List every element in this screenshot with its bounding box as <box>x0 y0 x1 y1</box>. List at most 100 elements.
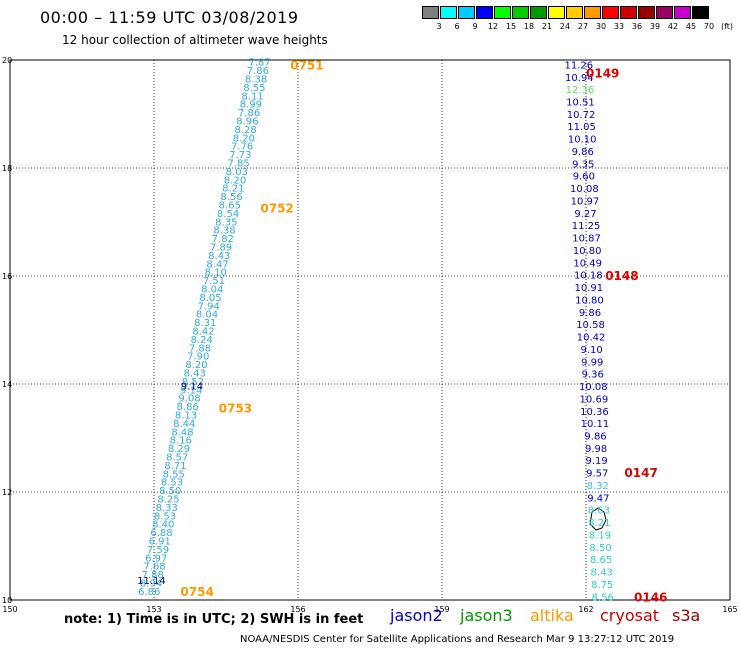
wave-height-label: 9.98 <box>585 444 607 455</box>
wave-height-label: 8.33 <box>156 503 178 514</box>
y-tick-label: 18 <box>2 164 12 173</box>
wave-height-label: 10.10 <box>568 135 597 146</box>
wave-height-label: 8.65 <box>219 201 241 212</box>
wave-height-label: 10.08 <box>570 184 599 195</box>
wave-height-label: 8.31 <box>194 318 216 329</box>
wave-height-label: 11.05 <box>567 122 596 133</box>
wave-height-label: 8.43 <box>208 251 230 262</box>
orbit-label-altika: 0751 <box>290 58 323 72</box>
legend-label: 18 <box>523 22 535 31</box>
x-tick-label: 162 <box>578 605 593 614</box>
page-subtitle: 12 hour collection of altimeter wave hei… <box>62 33 328 47</box>
wave-height-label: 8.11 <box>241 91 263 102</box>
legend-label: 21 <box>541 22 553 31</box>
wave-height-label: 12.36 <box>566 85 595 96</box>
wave-height-label: 8.19 <box>589 530 611 541</box>
wave-height-label: 8.57 <box>166 453 188 464</box>
wave-height-label: 8.43 <box>184 369 206 380</box>
wave-height-label: 8.20 <box>224 175 246 186</box>
wave-height-label: 8.10 <box>205 268 227 279</box>
wave-height-label: 10.58 <box>576 320 605 331</box>
wave-height-label: 9.14 <box>181 382 203 393</box>
legend-swatch <box>548 6 565 19</box>
y-tick-label: 20 <box>2 56 12 65</box>
wave-height-label: 7.86 <box>238 108 260 119</box>
legend-label: 70 <box>703 22 715 31</box>
wave-height-label: 7.51 <box>203 276 225 287</box>
wave-height-label: 9.35 <box>572 159 594 170</box>
axis-ticks: 150 153 156 159 162 165 10 12 14 16 18 20 <box>2 56 738 614</box>
y-tick-label: 14 <box>2 380 12 389</box>
legend-swatch <box>440 6 457 19</box>
orbit-label-cryosat: 0146 <box>634 590 667 604</box>
wave-height-label: 10.69 <box>580 394 609 405</box>
wave-height-label: 11.14 <box>137 576 166 587</box>
wave-height-label: 6.91 <box>149 537 171 548</box>
legend-altika: altika <box>530 606 574 625</box>
orbit-label-cryosat: 0148 <box>605 269 638 283</box>
legend-label: 24 <box>559 22 571 31</box>
legend-label: 39 <box>649 22 661 31</box>
legend-cryosat: cryosat <box>600 606 660 625</box>
units-note: note: 1) Time is in UTC; 2) SWH is in fe… <box>64 612 364 627</box>
wave-height-label: 9.27 <box>574 209 596 220</box>
wave-height-label: 9.99 <box>581 357 603 368</box>
wave-height-label: 9.36 <box>582 370 604 381</box>
wave-height-label: 8.55 <box>243 83 265 94</box>
wave-height-label: 7.82 <box>212 234 234 245</box>
wave-height-label: 10.51 <box>566 98 595 109</box>
y-tick-label: 16 <box>2 272 12 281</box>
wave-height-label: 8.24 <box>191 335 213 346</box>
wave-height-label: 10.11 <box>581 419 610 430</box>
wave-height-label: 8.53 <box>154 511 176 522</box>
wave-height-label: 8.86 <box>177 402 199 413</box>
legend-swatch <box>656 6 673 19</box>
wave-height-label: 8.42 <box>192 327 214 338</box>
wave-height-label: 8.44 <box>173 419 195 430</box>
wave-height-label: 8.52 <box>182 377 204 388</box>
x-tick-label: 165 <box>722 605 737 614</box>
wave-height-label: 8.32 <box>587 481 609 492</box>
wave-height-label: 6.97 <box>145 553 167 564</box>
wave-height-label: 8.71 <box>164 461 186 472</box>
wave-height-label: 7.59 <box>147 545 169 556</box>
wave-height-label: 7.86 <box>247 66 269 77</box>
wave-height-label: 9.60 <box>573 172 595 183</box>
wave-height-label: 7.73 <box>229 150 251 161</box>
legend-swatch <box>476 6 493 19</box>
wave-height-label: 8.99 <box>240 100 262 111</box>
wave-height-label: 9.14 <box>180 385 202 396</box>
wave-height-label: 7.88 <box>189 343 211 354</box>
wave-height-label: 8.05 <box>199 293 221 304</box>
wave-height-label: 9.10 <box>581 345 603 356</box>
wave-height-label: 8.13 <box>175 411 197 422</box>
legend-s3a: s3a <box>672 606 701 625</box>
wave-height-label: 6.88 <box>150 528 172 539</box>
y-tick-label: 10 <box>2 596 12 605</box>
legend-swatch <box>638 6 655 19</box>
credit-line: NOAA/NESDIS Center for Satellite Applica… <box>240 634 675 645</box>
island-outline <box>589 507 607 531</box>
wave-height-label: 10.72 <box>567 110 596 121</box>
legend-label: 6 <box>454 22 460 31</box>
legend-label: (ft) <box>720 22 734 31</box>
legend-jason2: jason2 <box>390 606 443 625</box>
legend-label: 45 <box>685 22 697 31</box>
wave-height-label: 8.50 <box>589 543 611 554</box>
wave-height-label: 7.88 <box>142 570 164 581</box>
wave-height-label: 8.75 <box>591 580 613 591</box>
wave-height-label: 6.86 <box>138 587 160 598</box>
wave-height-label: 10.91 <box>575 283 604 294</box>
wave-height-label: 8.28 <box>234 125 256 136</box>
wave-height-label: 8.21 <box>222 184 244 195</box>
map-frame <box>9 59 731 601</box>
wave-height-label: 7.94 <box>198 301 220 312</box>
wave-height-label: 9.86 <box>584 431 606 442</box>
wave-height-label: 8.38 <box>213 226 235 237</box>
wave-height-label: 8.65 <box>590 555 612 566</box>
wave-height-label: 9.47 <box>587 493 609 504</box>
track-east: 8.568.758.43 8.658.50 8.198.218.63 9.478.32… <box>564 60 613 603</box>
wave-height-label: 8.48 <box>171 427 193 438</box>
legend-swatch <box>584 6 601 19</box>
